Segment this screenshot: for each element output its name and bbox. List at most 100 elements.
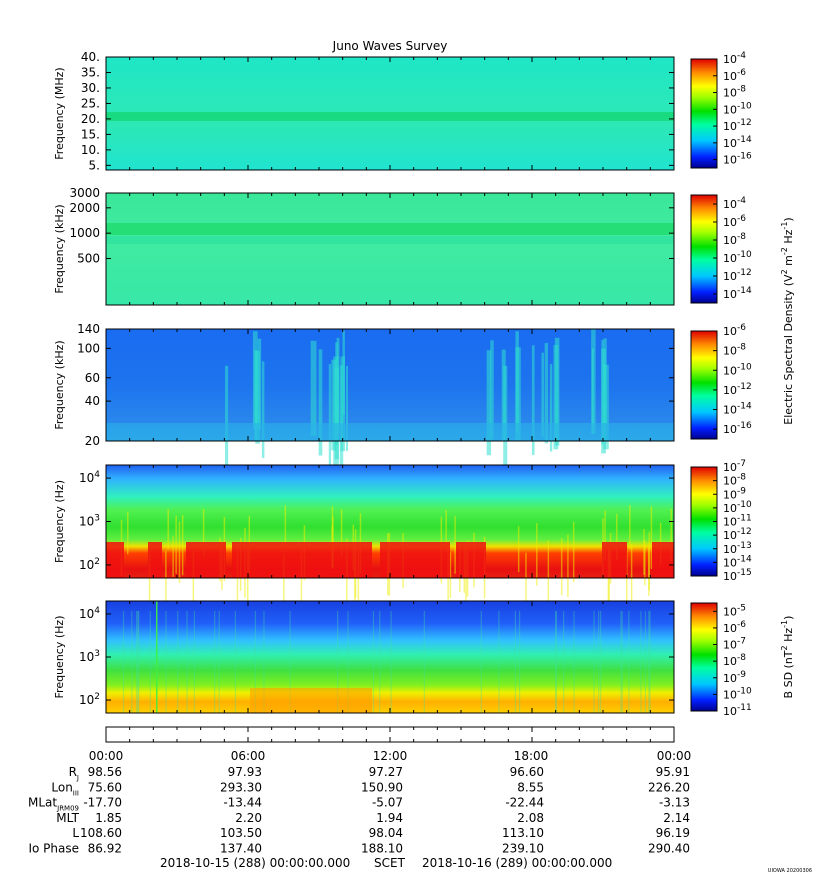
emission-streak: [127, 511, 129, 555]
magnetic-spectral-density-label: B SD (nT2 Hz-1): [780, 616, 795, 699]
y-tick-label: 20.: [81, 112, 100, 126]
ephemeris-value: 1.85: [95, 811, 122, 825]
emission-streak: [648, 532, 650, 591]
ephemeris-value: 86.92: [88, 842, 122, 856]
ephemeris-value: 293.30: [220, 780, 262, 794]
emission-streak: [214, 611, 216, 713]
colorbar-scale: [690, 330, 718, 440]
ephemeris-value: 113.10: [502, 826, 544, 840]
time-axis: 00:00 06:00 12:00 18:00 00:00: [89, 726, 692, 763]
emission-streak: [165, 550, 167, 615]
time-tick-label: 12:00: [373, 749, 408, 763]
y-tick-label: 40: [85, 394, 100, 408]
ephemeris-value: 137.40: [220, 842, 262, 856]
time-tick-label: 00:00: [657, 749, 692, 763]
colorbar-tick-label: 10-12: [723, 268, 752, 283]
ephemeris-value: 226.20: [648, 780, 690, 794]
emission-streak: [547, 540, 550, 603]
emission-streak: [178, 521, 181, 584]
colorbar-tick-label: 10-16: [723, 152, 752, 167]
colorbar-tick-label: 10-15: [723, 568, 752, 583]
emission-streak: [555, 611, 557, 713]
emission-streak: [193, 611, 196, 713]
emission-streak: [498, 611, 500, 713]
emission-streak: [490, 340, 494, 440]
colorbar-scale: [690, 58, 718, 169]
emission-streak: [449, 552, 452, 599]
emission-streak: [333, 356, 339, 468]
intense-band: [186, 542, 226, 578]
y-tick-label: 5.: [89, 158, 100, 172]
emission-streak: [318, 349, 323, 456]
emission-streak: [486, 350, 492, 456]
emission-streak: [310, 340, 317, 437]
emission-streak: [345, 365, 349, 451]
ephemeris-value: 97.27: [369, 765, 403, 779]
intense-band: [148, 542, 162, 578]
ephemeris-value: -22.44: [505, 796, 544, 810]
colorbar-5: 10-5 10-6 10-710-8 10-910-10 10-11: [690, 602, 752, 718]
ephemeris-row-label: L: [72, 826, 79, 840]
emission-streak: [649, 611, 651, 713]
ephemeris-row-label: LonIII: [51, 780, 79, 797]
colorbar-tick-label: 10-8: [723, 85, 746, 100]
colorbar-tick-label: 10-11: [723, 514, 752, 529]
emission-streak: [629, 505, 631, 550]
emission-streak: [608, 547, 610, 617]
emission-streak: [554, 337, 560, 446]
ephemeris-value: -13.44: [223, 796, 262, 810]
emission-streak: [620, 611, 622, 713]
emission-streak: [138, 611, 140, 713]
emission-streak: [131, 611, 133, 713]
colorbar-tick-label: 10-12: [723, 382, 752, 397]
emission-streak: [501, 349, 506, 441]
ephemeris-value: -5.07: [372, 796, 403, 810]
emission-streak: [644, 611, 647, 713]
emission-streak: [572, 521, 575, 583]
emission-streak: [423, 611, 425, 713]
colorbar-tick-label: 10-8: [723, 343, 746, 358]
emission-streak: [283, 554, 285, 625]
colorbar-tick-label: 10-14: [723, 135, 752, 150]
intense-band: [250, 688, 372, 713]
emission-streak: [445, 510, 447, 552]
emission-streak: [340, 509, 343, 557]
ephemeris-value: -3.13: [659, 796, 690, 810]
emission-streak: [600, 611, 602, 713]
ephemeris-value: 290.40: [648, 842, 690, 856]
y-tick-label: 104: [79, 606, 100, 621]
ephemeris-value: 150.90: [361, 780, 403, 794]
y-tick-label: 102: [79, 557, 100, 572]
intense-band: [380, 542, 450, 578]
emission-streak: [252, 331, 258, 430]
emission-streak: [541, 352, 544, 438]
y-tick-label: 103: [79, 514, 100, 529]
colorbar-tick-label: 10-6: [723, 620, 746, 635]
intense-band: [106, 542, 124, 578]
electric-spectral-density-label: Electric Spectral Density (V2 m-2 Hz-1): [780, 217, 795, 424]
ephemeris-value: 2.08: [517, 811, 544, 825]
footer-end-time: 2018-10-16 (289) 00:00:00.000: [422, 856, 612, 870]
emission-streak: [621, 611, 623, 713]
emission-streak: [607, 548, 610, 618]
colorbar-scale: [690, 194, 718, 304]
emission-streak: [337, 611, 339, 713]
colorbar-tick-label: 10-8: [723, 473, 746, 488]
emission-streak: [648, 611, 650, 713]
ephemeris-row-label: Io Phase: [28, 842, 79, 856]
y-tick-label: 1000: [69, 226, 100, 240]
colorbar-4: 10-710-810-910-1010-1110-1210-1310-1410-…: [690, 459, 752, 583]
emission-streak: [515, 347, 521, 441]
y-axis-label: Frequency (kHz): [53, 340, 66, 429]
colorbar-tick-label: 10-14: [723, 554, 752, 569]
processing-stamp: UIOWA 20200306: [768, 868, 812, 874]
ephemeris-value: 188.10: [361, 842, 403, 856]
spectrogram-image: [106, 329, 674, 441]
emission-streak: [549, 364, 553, 452]
colorbar-tick-label: 10-12: [723, 527, 752, 542]
emission-streak: [225, 365, 229, 472]
emission-streak: [257, 338, 262, 430]
emission-streak: [525, 552, 527, 617]
y-tick-label: 30.: [81, 81, 100, 95]
